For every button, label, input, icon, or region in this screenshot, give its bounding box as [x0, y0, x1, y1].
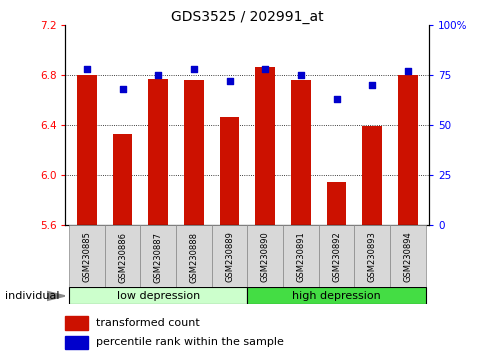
- FancyBboxPatch shape: [69, 225, 105, 289]
- FancyBboxPatch shape: [354, 225, 389, 289]
- FancyBboxPatch shape: [283, 225, 318, 289]
- Text: low depression: low depression: [116, 291, 199, 301]
- FancyBboxPatch shape: [247, 225, 283, 289]
- Bar: [397, 75, 417, 225]
- Bar: [65, 316, 88, 330]
- FancyBboxPatch shape: [247, 287, 425, 304]
- FancyBboxPatch shape: [69, 287, 247, 304]
- Text: individual: individual: [5, 291, 59, 301]
- Point: [154, 72, 162, 78]
- FancyBboxPatch shape: [105, 225, 140, 289]
- Bar: [255, 67, 274, 225]
- Bar: [148, 79, 167, 225]
- FancyBboxPatch shape: [211, 225, 247, 289]
- Bar: [219, 117, 239, 225]
- Text: GSM230887: GSM230887: [153, 232, 162, 282]
- Bar: [183, 80, 203, 225]
- Text: high depression: high depression: [291, 291, 380, 301]
- Point: [296, 72, 304, 78]
- Text: GSM230890: GSM230890: [260, 232, 269, 282]
- FancyBboxPatch shape: [140, 225, 176, 289]
- Text: percentile rank within the sample: percentile rank within the sample: [96, 337, 283, 348]
- Text: GSM230889: GSM230889: [225, 232, 234, 282]
- FancyBboxPatch shape: [318, 225, 354, 289]
- Point: [119, 86, 126, 92]
- Polygon shape: [47, 291, 65, 301]
- Point: [261, 66, 269, 72]
- FancyBboxPatch shape: [389, 225, 425, 289]
- Bar: [326, 182, 346, 225]
- Text: GSM230893: GSM230893: [367, 232, 376, 282]
- Bar: [65, 336, 88, 349]
- Point: [403, 68, 411, 74]
- Bar: [77, 75, 96, 225]
- Bar: [112, 133, 132, 225]
- Text: GSM230894: GSM230894: [403, 232, 411, 282]
- Point: [190, 66, 197, 72]
- Title: GDS3525 / 202991_at: GDS3525 / 202991_at: [171, 10, 323, 24]
- Point: [332, 96, 340, 102]
- Text: GSM230885: GSM230885: [82, 232, 91, 282]
- Point: [225, 78, 233, 84]
- Point: [83, 66, 91, 72]
- Bar: [362, 126, 381, 225]
- Bar: [290, 80, 310, 225]
- Point: [367, 82, 375, 88]
- FancyBboxPatch shape: [176, 225, 211, 289]
- Text: GSM230891: GSM230891: [296, 232, 305, 282]
- Text: transformed count: transformed count: [96, 318, 199, 328]
- Text: GSM230888: GSM230888: [189, 232, 198, 282]
- Text: GSM230886: GSM230886: [118, 232, 127, 282]
- Text: GSM230892: GSM230892: [332, 232, 340, 282]
